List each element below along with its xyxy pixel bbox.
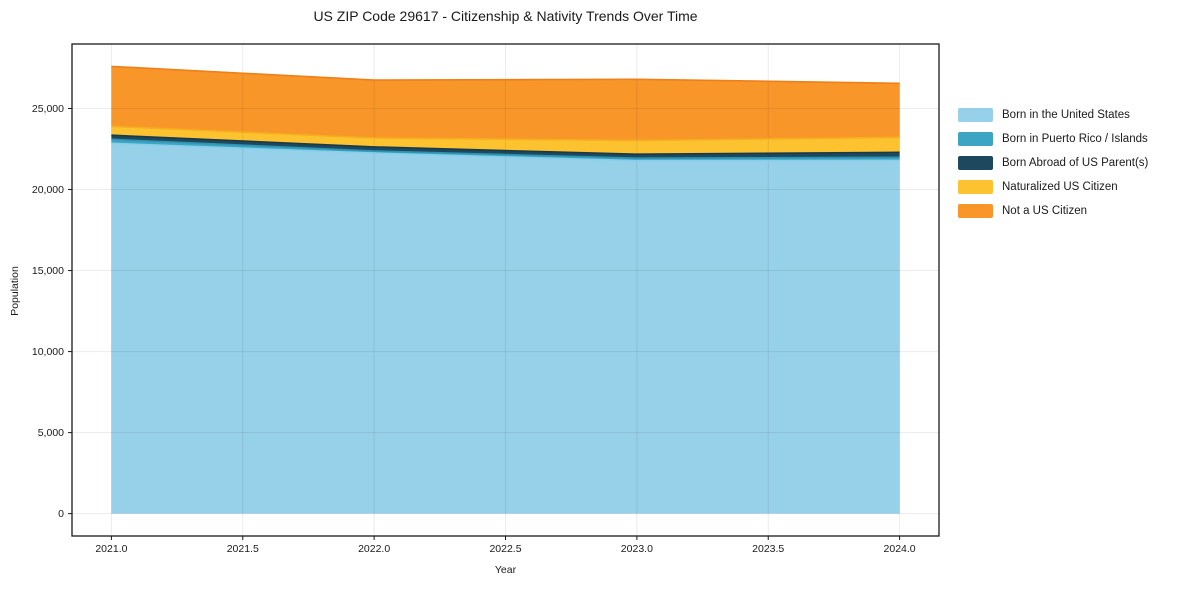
y-tick-label: 0 [58,508,64,520]
legend-swatch-icon [958,132,993,146]
x-tick-label: 2023.0 [621,543,653,555]
area-edge-3 [111,125,900,142]
tick-labels: 2021.0 2021.5 2022.0 2022.5 2023.0 2023.5 2024… [32,103,916,555]
legend-label: Born in Puerto Rico / Islands [1002,133,1148,145]
area-edge-2 [111,134,900,156]
legend-label: Not a US Citizen [1002,205,1088,217]
x-axis-label: Year [494,564,517,576]
area-edge-4 [111,65,900,85]
tick-marks [68,107,901,540]
y-tick-label: 15,000 [32,265,64,277]
x-tick-label: 2021.5 [227,543,259,555]
legend-swatch-icon [958,156,993,170]
legend-label: Born Abroad of US Parent(s) [1002,157,1149,169]
legend-label: Born in the United States [1002,109,1130,121]
legend-item: Naturalized US Citizen [958,175,1148,199]
legend-item: Born in Puerto Rico / Islands [958,127,1148,151]
x-tick-label: 2024.0 [884,543,916,555]
x-tick-label: 2021.0 [95,543,127,555]
x-tick-label: 2023.5 [752,543,784,555]
y-axis-label: Population [9,266,21,316]
legend-swatch-icon [958,180,993,194]
area-edge-1 [111,138,900,160]
y-tick-label: 5,000 [38,427,64,439]
legend-item: Born Abroad of US Parent(s) [958,151,1148,175]
area-series-0 [111,143,900,514]
area-series-3 [111,126,900,155]
x-tick-label: 2022.0 [358,543,390,555]
gridlines [72,44,939,536]
area-fills [111,66,900,514]
y-tick-label: 20,000 [32,184,64,196]
legend-item: Born in the United States [958,103,1148,127]
legend-item: Not a US Citizen [958,199,1148,223]
legend: Born in the United States Born in Puerto … [958,103,1148,223]
area-edge-0 [111,142,900,162]
y-tick-label: 10,000 [32,346,64,358]
y-tick-label: 25,000 [32,103,64,115]
legend-label: Naturalized US Citizen [1002,181,1118,193]
area-edges [111,65,900,162]
x-tick-label: 2022.5 [489,543,521,555]
area-series-4 [111,66,900,141]
legend-swatch-icon [958,204,993,218]
legend-swatch-icon [958,108,993,122]
chart-title: US ZIP Code 29617 - Citizenship & Nativi… [313,8,698,24]
area-series-2 [111,135,900,159]
